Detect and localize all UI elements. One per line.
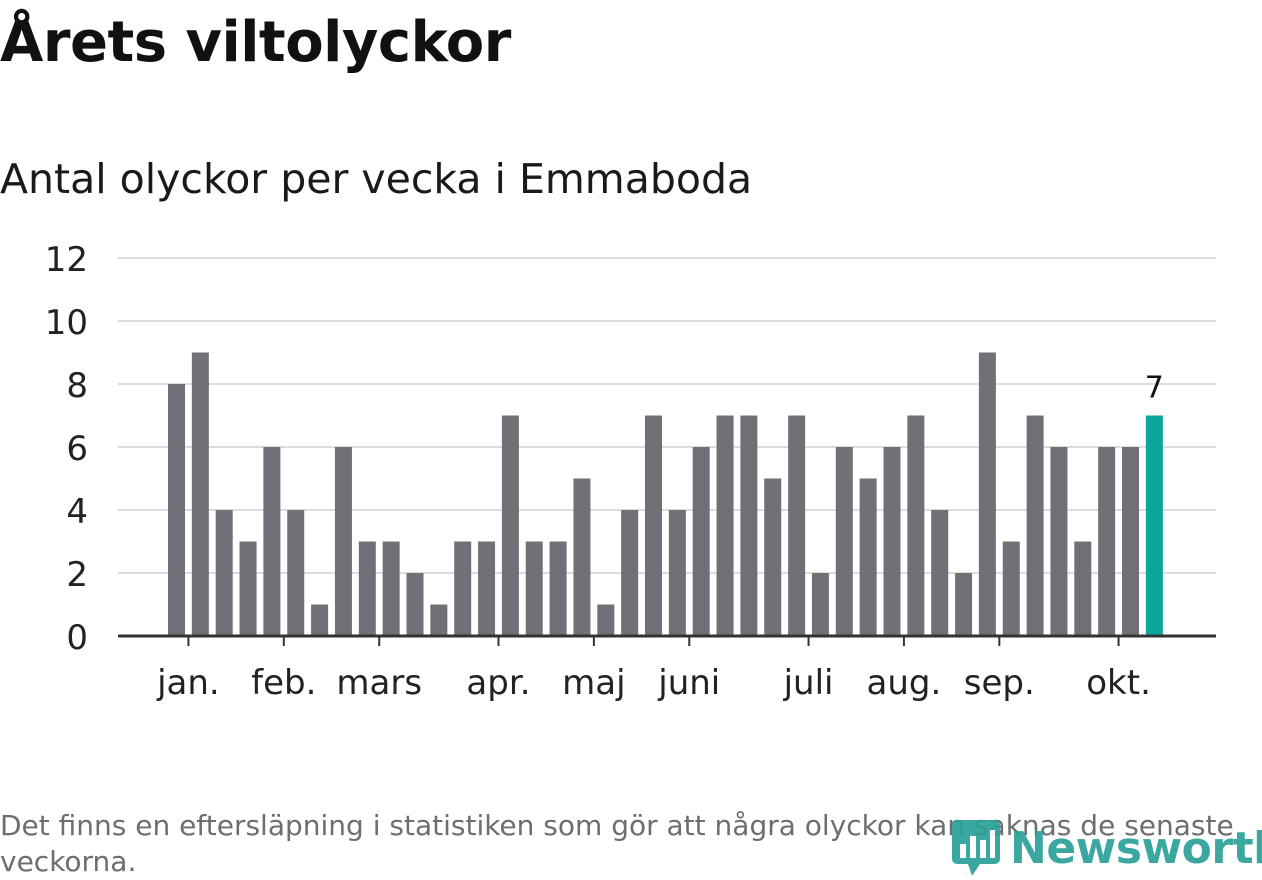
bar [883,447,901,636]
bar [764,478,782,636]
bar [859,478,877,636]
bar [740,415,758,636]
x-tick-label: aug. [867,663,942,703]
logo-icon [952,820,1000,876]
bar [549,541,567,636]
bar [239,541,257,636]
x-tick-label: apr. [466,663,530,703]
bar-chart: 0 2 4 6 8 10 12 jan. feb. mars apr. maj juni juli aug… [45,240,1216,703]
bar [382,541,400,636]
bar [311,604,329,636]
y-tick-label: 8 [66,366,88,406]
bar [1122,447,1139,636]
bar [645,415,662,636]
bar [1098,447,1116,636]
chart-title: Årets viltolyckor [0,10,511,75]
bar [573,478,591,636]
x-tick-label: mars [336,663,422,703]
bar [478,541,496,636]
highlight-value-label: 7 [1145,371,1164,406]
newsworthy-logo: Newsworthy [950,818,1262,878]
bar [1074,541,1092,636]
logo-text: Newsworthy [1010,822,1262,874]
bar [501,415,519,636]
bar [978,352,996,636]
bar [835,447,853,636]
bar [1002,541,1020,636]
bar [430,604,448,636]
bar [358,541,376,636]
bar [334,447,352,636]
bar [931,510,949,636]
x-tick-label: jan. [156,663,220,703]
x-tick-label: juni [657,663,720,703]
x-tick-label: juli [783,663,834,703]
y-tick-label: 2 [66,555,88,595]
highlight-bar [1145,415,1163,636]
chart-subtitle: Antal olyckor per vecka i Emmaboda [0,155,753,203]
bar [621,510,639,636]
x-axis-ticks: jan. feb. mars apr. maj juni juli aug. sep. okt. [156,636,1151,703]
y-axis-ticks: 0 2 4 6 8 10 12 [45,240,88,658]
bar [525,541,543,636]
x-tick-label: okt. [1086,663,1151,703]
bar [811,573,829,636]
bars [168,352,1163,636]
bar [788,415,806,636]
bar [191,352,209,636]
bar [955,573,973,636]
bar [287,510,305,636]
y-tick-label: 12 [45,240,88,280]
y-tick-label: 4 [66,492,88,532]
x-tick-label: feb. [251,663,316,703]
bar [1026,415,1044,636]
x-tick-label: maj [562,663,625,703]
bar [454,541,472,636]
bar [215,510,233,636]
x-tick-label: sep. [964,663,1035,703]
bar [168,384,185,636]
bar [263,447,281,636]
bar [406,573,424,636]
bar [1050,447,1068,636]
y-tick-label: 6 [66,429,88,469]
bar [907,415,925,636]
bar [668,510,686,636]
y-tick-label: 10 [45,303,88,343]
data-labels: 7 [1145,371,1164,406]
bar [716,415,734,636]
y-tick-label: 0 [66,618,88,658]
bar [692,447,710,636]
footnote: Det finns en eftersläpning i statistiken… [0,809,1234,878]
bar [597,604,615,636]
